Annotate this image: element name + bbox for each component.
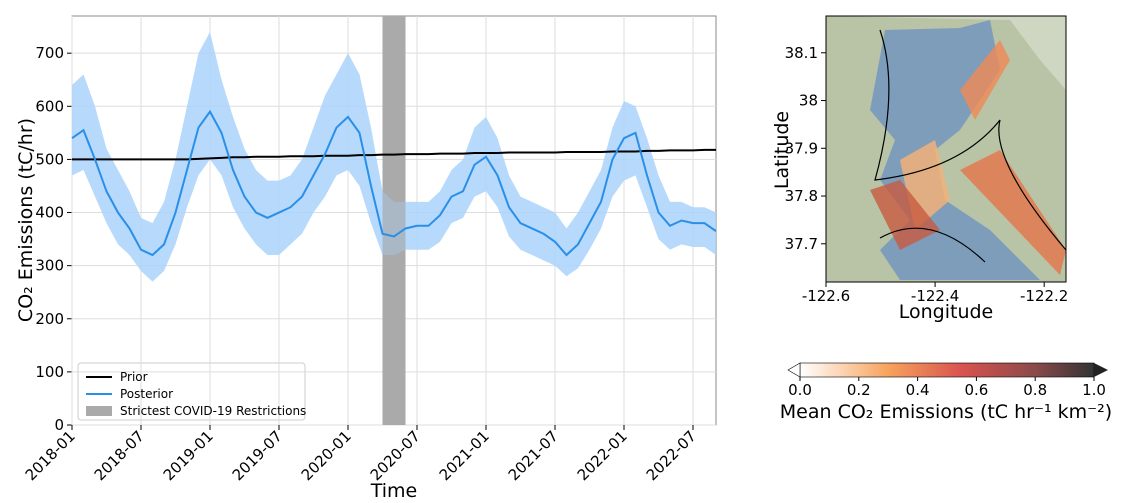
- x-tick-label: -122.4: [911, 287, 959, 305]
- map-image: [826, 16, 1066, 282]
- map-frame: [825, 15, 1067, 283]
- colorbar: [799, 362, 1095, 378]
- y-tick-label: 100: [35, 363, 64, 381]
- legend: [77, 362, 306, 421]
- y-tick-label: 200: [35, 310, 64, 328]
- y-tick-label: 300: [35, 257, 64, 275]
- x-tick-label: 2022-07: [643, 427, 700, 484]
- x-tick-label: 2018-07: [91, 427, 148, 484]
- y-axis-title: CO₂ Emissions (tC/hr): [15, 118, 37, 322]
- uncertainty-band: [72, 31, 716, 282]
- x-axis-title: Time: [370, 480, 418, 502]
- colorbar-tick-label: 0.0: [788, 381, 812, 399]
- colorbar-tick-label: 0.2: [847, 381, 871, 399]
- y-tick-label: 0: [54, 416, 64, 434]
- y-tick-label: 600: [35, 97, 64, 115]
- x-tick-label: 2020-01: [298, 427, 355, 484]
- y-tick-label: 37.9: [785, 139, 818, 157]
- x-axis-title: Longitude: [899, 301, 994, 323]
- x-tick-label: -122.2: [1020, 287, 1068, 305]
- legend-label: Posterior: [120, 387, 173, 401]
- legend-label: Strictest COVID-19 Restrictions: [120, 404, 306, 418]
- y-tick-label: 37.8: [785, 187, 818, 205]
- y-tick-label: 700: [35, 44, 64, 62]
- x-tick-label: 2020-07: [367, 427, 424, 484]
- legend-swatch: [86, 406, 112, 416]
- colorbar-tick-label: 1.0: [1082, 381, 1106, 399]
- y-tick-label: 38: [799, 92, 818, 110]
- colorbar-under: [787, 362, 801, 378]
- y-tick-label: 37.7: [785, 235, 818, 253]
- y-tick-label: 400: [35, 204, 64, 222]
- x-tick-label: 2021-01: [436, 427, 493, 484]
- series-line: [71, 109, 717, 257]
- restriction-span-overlay: [382, 16, 406, 425]
- x-tick-label: 2022-01: [574, 427, 631, 484]
- colorbar-label: Mean CO₂ Emissions (tC hr⁻¹ km⁻²): [780, 401, 1112, 423]
- y-tick-label: 38.1: [785, 44, 818, 62]
- x-tick-label: 2018-01: [22, 427, 79, 484]
- series-line: [72, 148, 716, 161]
- colorbar-tick-label: 0.4: [906, 381, 930, 399]
- x-tick-label: -122.6: [802, 287, 850, 305]
- x-tick-label: 2021-07: [505, 427, 562, 484]
- legend-label: Prior: [120, 370, 148, 384]
- x-tick-label: 2019-07: [229, 427, 286, 484]
- colorbar-over: [1094, 363, 1108, 377]
- colorbar-tick-label: 0.6: [964, 381, 988, 399]
- y-axis-title: Latitude: [771, 111, 793, 189]
- colorbar-tick-label: 0.8: [1023, 381, 1047, 399]
- x-tick-label: 2019-01: [160, 427, 217, 484]
- y-tick-label: 500: [35, 150, 64, 168]
